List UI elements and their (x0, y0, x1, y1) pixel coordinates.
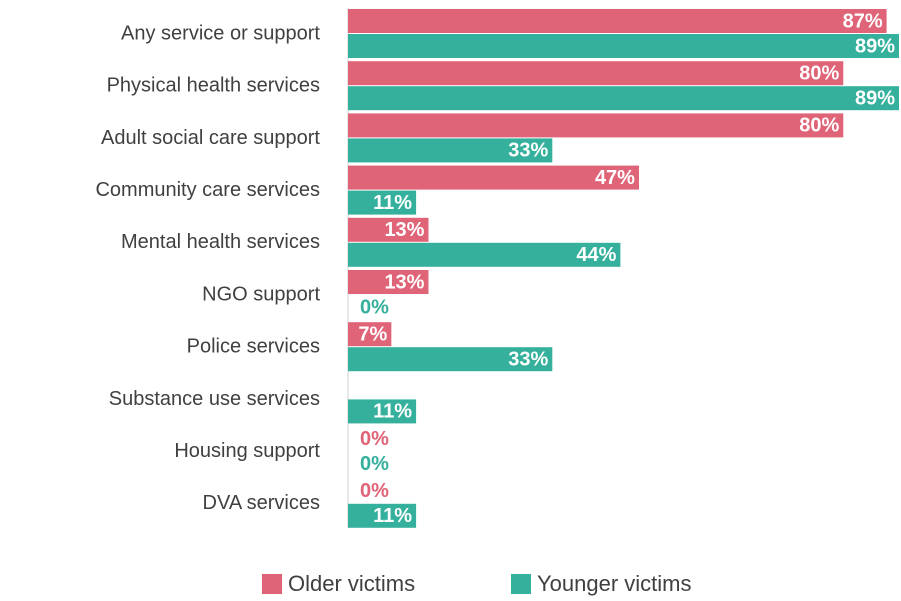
value-label: 80% (799, 115, 839, 137)
bar (348, 86, 899, 111)
value-label: 80% (799, 62, 839, 84)
legend-swatch (511, 574, 531, 594)
value-label: 44% (576, 244, 616, 266)
bar (348, 34, 899, 58)
value-label: 13% (384, 219, 424, 241)
legend-label: Older victims (288, 571, 415, 596)
bar (348, 113, 844, 138)
category-label: Physical health services (107, 75, 320, 97)
bar (348, 9, 887, 33)
value-label: 33% (508, 348, 548, 370)
bar (348, 270, 429, 294)
category-label: Mental health services (121, 231, 320, 253)
value-label: 33% (508, 140, 548, 162)
bar (348, 138, 553, 163)
category-label: Any service or support (121, 22, 320, 44)
value-label: 7% (358, 323, 387, 345)
bar (348, 347, 553, 372)
category-label: Adult social care support (101, 127, 320, 149)
value-label: 89% (855, 35, 895, 57)
bar (348, 242, 621, 267)
bar (348, 61, 844, 86)
value-label: 13% (384, 271, 424, 293)
bar (348, 322, 392, 347)
bar (348, 217, 429, 242)
value-label: 0% (360, 428, 389, 450)
value-label: 0% (360, 296, 389, 318)
category-label: Housing support (174, 440, 320, 462)
bar (348, 399, 417, 424)
value-label: 89% (855, 87, 895, 109)
value-label: 11% (373, 505, 412, 527)
category-label: Police services (187, 336, 320, 358)
category-label: Community care services (95, 179, 320, 201)
value-label: 11% (373, 401, 412, 423)
category-label: Substance use services (109, 388, 320, 410)
bar (348, 165, 639, 190)
legend-swatch (262, 574, 282, 594)
value-label: 0% (360, 480, 389, 502)
category-label: NGO support (202, 283, 320, 305)
value-label: 87% (843, 10, 883, 32)
legend-label: Younger victims (537, 571, 691, 596)
value-label: 47% (595, 167, 635, 189)
bar (348, 190, 417, 215)
value-label: 11% (373, 192, 412, 214)
value-label: 0% (360, 453, 389, 475)
bar (348, 503, 417, 528)
category-label: DVA services (203, 492, 320, 514)
